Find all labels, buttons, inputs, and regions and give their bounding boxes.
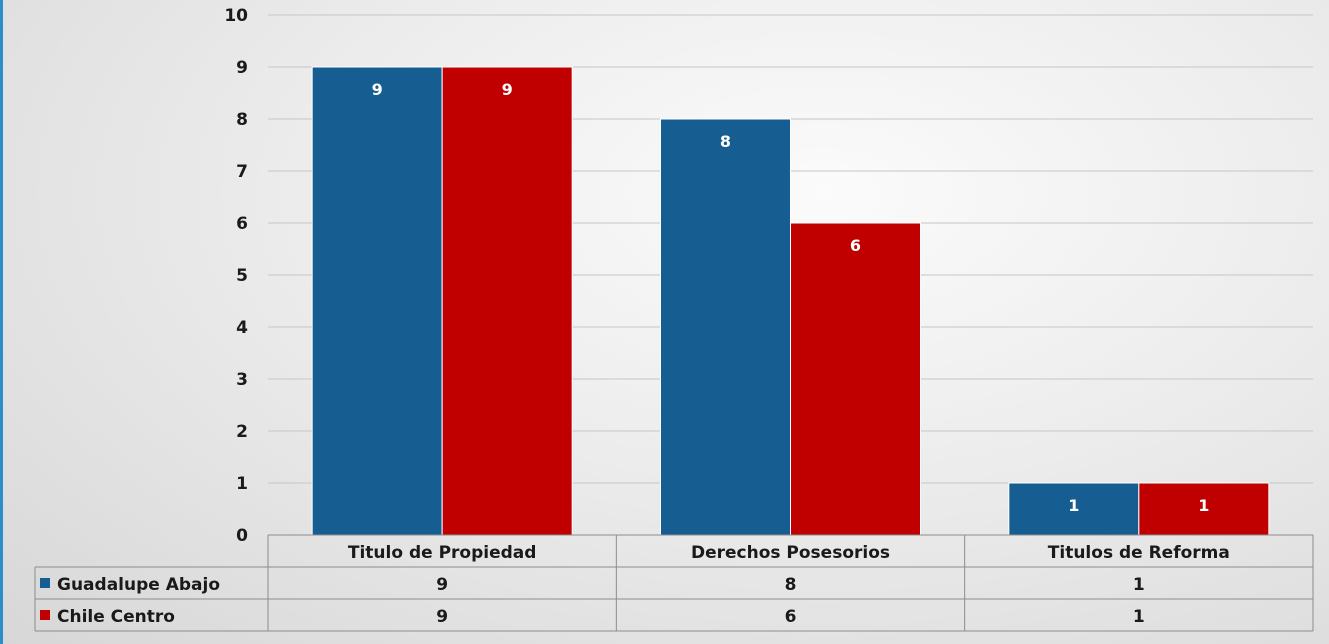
y-tick-label-10: 10 (224, 6, 248, 26)
y-tick-label-7: 7 (236, 162, 248, 182)
legend-label-chile-centro: Chile Centro (57, 607, 175, 627)
bar-guadalupe-abajo-titulo-de-propiedad (311, 66, 443, 536)
bar-chile-centro-derechos-posesorios (790, 222, 921, 536)
y-tick-label-4: 4 (236, 318, 248, 338)
legend-swatch-guadalupe-abajo (40, 578, 50, 588)
data-label-chile-centro-titulo-de-propiedad: 9 (502, 80, 513, 99)
x-tick-label-derechos-posesorios: Derechos Posesorios (691, 543, 890, 563)
data-label-guadalupe-abajo-titulo-de-propiedad: 9 (372, 80, 383, 99)
legend-label-guadalupe-abajo: Guadalupe Abajo (57, 575, 220, 595)
legend-swatch-chile-centro (40, 610, 50, 620)
left-accent-bar (0, 0, 3, 644)
bar-guadalupe-abajo-derechos-posesorios (660, 118, 791, 536)
x-tick-label-titulo-de-propiedad: Titulo de Propiedad (348, 543, 537, 563)
y-tick-label-5: 5 (236, 266, 248, 286)
y-tick-label-2: 2 (236, 422, 248, 442)
y-tick-label-0: 0 (236, 526, 248, 546)
y-tick-label-8: 8 (236, 110, 248, 130)
data-table: Titulo de Propiedad Derechos Posesorios Ti… (34, 534, 1314, 632)
y-tick-label-6: 6 (236, 214, 248, 234)
data-label-guadalupe-abajo-titulos-de-reforma: 1 (1068, 496, 1079, 515)
table-cell-guadalupe-abajo-derechos-posesorios: 8 (785, 575, 797, 595)
data-label-guadalupe-abajo-derechos-posesorios: 8 (720, 132, 731, 151)
bar-chile-centro-titulo-de-propiedad (441, 66, 573, 536)
data-label-chile-centro-titulos-de-reforma: 1 (1198, 496, 1209, 515)
bar-chile-centro-titulos-de-reforma (1138, 482, 1270, 536)
table-cell-guadalupe-abajo-titulo-de-propiedad: 9 (436, 575, 448, 595)
data-labels: 9 9 8 6 1 1 (372, 80, 1210, 515)
bars (311, 66, 1270, 536)
table-cell-chile-centro-derechos-posesorios: 6 (785, 607, 797, 627)
y-tick-label-3: 3 (236, 370, 248, 390)
y-tick-label-9: 9 (236, 58, 248, 78)
table-cell-chile-centro-titulo-de-propiedad: 9 (436, 607, 448, 627)
y-axis-ticks: 0 1 2 3 4 5 6 7 8 9 10 (224, 6, 248, 546)
table-cell-guadalupe-abajo-titulos-de-reforma: 1 (1133, 575, 1145, 595)
x-tick-label-titulos-de-reforma: Titulos de Reforma (1048, 543, 1230, 563)
y-tick-label-1: 1 (236, 474, 248, 494)
data-label-chile-centro-derechos-posesorios: 6 (850, 236, 861, 255)
table-cell-chile-centro-titulos-de-reforma: 1 (1133, 607, 1145, 627)
